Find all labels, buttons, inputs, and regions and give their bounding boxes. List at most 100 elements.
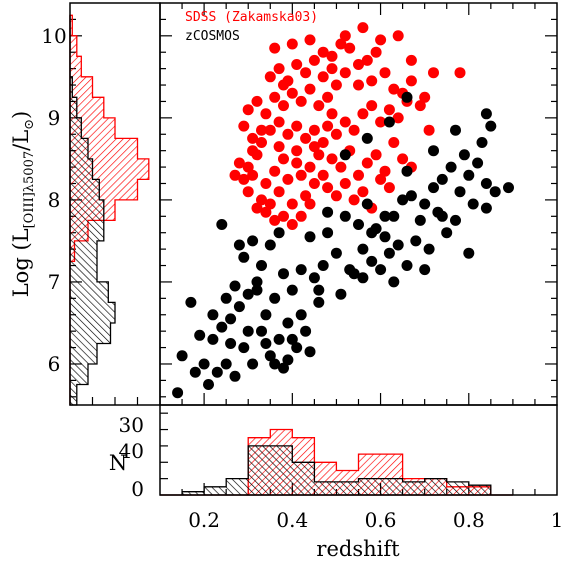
zcosmos-point: [392, 239, 404, 251]
sdss-point: [313, 149, 325, 161]
sdss-point: [423, 124, 435, 136]
zcosmos-point: [207, 309, 219, 321]
zcosmos-point: [242, 288, 254, 300]
zcosmos-point: [225, 338, 237, 349]
sdss-point: [428, 67, 439, 79]
sdss-point: [313, 100, 325, 112]
sdss-point: [379, 165, 391, 177]
sdss-point: [238, 173, 250, 185]
sdss-point: [251, 202, 263, 214]
zcosmos-point: [282, 354, 294, 366]
zcosmos-histogram-redshift: [160, 445, 513, 496]
sdss-point: [295, 95, 307, 107]
sdss-point: [256, 194, 267, 206]
y-axis-title: Log (L[OIII]λ5007/L⊙): [9, 111, 37, 298]
y-axis-title-rest: /L: [9, 130, 33, 151]
legend-zcosmos: zCOSMOS: [185, 29, 240, 44]
sdss-point: [353, 79, 364, 91]
zcosmos-point: [445, 161, 457, 173]
zcosmos-point: [203, 379, 214, 390]
sdss-point: [229, 169, 241, 181]
sdss-point: [291, 145, 303, 157]
sdss-point: [291, 157, 303, 169]
sdss-point: [383, 182, 395, 194]
sdss-point: [370, 149, 382, 161]
sdss-point: [286, 87, 298, 99]
sdss-point: [256, 137, 267, 148]
y-tick-label: 9: [48, 106, 61, 130]
sdss-point: [326, 108, 338, 120]
zcosmos-point: [405, 190, 417, 202]
sdss-point: [308, 178, 320, 189]
zcosmos-point: [480, 108, 492, 120]
n-tick-label: 30: [119, 413, 144, 437]
zcosmos-point: [467, 198, 479, 210]
zcosmos-point: [322, 206, 334, 218]
sdss-point: [247, 145, 259, 157]
zcosmos-point: [295, 264, 307, 276]
zcosmos-point: [419, 198, 431, 210]
zcosmos-point: [278, 362, 289, 374]
sdss-point: [260, 108, 272, 120]
x-axis-title: redshift: [316, 537, 400, 561]
zcosmos-point: [383, 247, 395, 259]
sdss-point: [366, 75, 378, 87]
sdss-point: [308, 54, 320, 66]
sdss-point: [353, 59, 364, 70]
sdss-point: [260, 206, 272, 218]
zcosmos-point: [485, 120, 497, 132]
legend-sdss: SDSS (Zakamska03): [185, 10, 318, 25]
zcosmos-point: [273, 333, 285, 345]
sdss-point: [300, 190, 312, 202]
zcosmos-point: [242, 325, 254, 337]
zcosmos-point: [269, 292, 281, 304]
zcosmos-point: [450, 124, 461, 136]
zcosmos-point: [339, 210, 351, 222]
zcosmos-point: [317, 260, 329, 271]
sdss-point: [357, 186, 369, 198]
zcosmos-point: [207, 333, 219, 345]
sdss-point: [326, 50, 338, 62]
sdss-point: [370, 46, 382, 58]
sdss-point: [282, 128, 294, 140]
sdss-point: [304, 34, 316, 46]
sdss-point: [339, 30, 351, 42]
zcosmos-point: [278, 268, 289, 280]
zcosmos-point: [238, 342, 250, 354]
sdss-point: [278, 79, 289, 91]
sdss-point: [322, 120, 334, 132]
sdss-point: [375, 116, 387, 128]
sdss-point: [273, 63, 285, 75]
n-tick-label: 40: [119, 439, 144, 463]
zcosmos-point: [379, 210, 391, 222]
sdss-point: [357, 22, 369, 34]
zcosmos-point: [436, 210, 448, 222]
sdss-point: [278, 210, 289, 222]
sdss-point: [273, 116, 285, 128]
sdss-point: [273, 186, 285, 198]
zcosmos-point: [428, 182, 439, 194]
zcosmos-point: [304, 231, 316, 243]
x-tick-label: 1: [551, 508, 564, 532]
zcosmos-point: [260, 338, 272, 349]
zcosmos-point: [304, 346, 316, 358]
sdss-point: [278, 100, 289, 112]
sdss-point: [405, 75, 417, 87]
sdss-point: [269, 91, 281, 103]
sdss-point: [269, 165, 281, 177]
zcosmos-point: [388, 276, 400, 288]
zcosmos-point: [366, 255, 378, 267]
zcosmos-point: [436, 173, 448, 185]
x-tick-label: 0.4: [276, 508, 308, 532]
zcosmos-point: [256, 260, 267, 271]
sdss-point: [300, 67, 312, 79]
zcosmos-point: [330, 247, 342, 259]
zcosmos-point: [441, 227, 453, 239]
x-tick-label: 0.8: [453, 508, 485, 532]
zcosmos-point: [357, 272, 369, 284]
zcosmos-point: [353, 219, 364, 230]
zcosmos-histogram-luminosity: [69, 15, 116, 406]
y-tick-labels: 6 7 8 9 10: [41, 24, 66, 376]
sdss-point: [330, 128, 342, 140]
